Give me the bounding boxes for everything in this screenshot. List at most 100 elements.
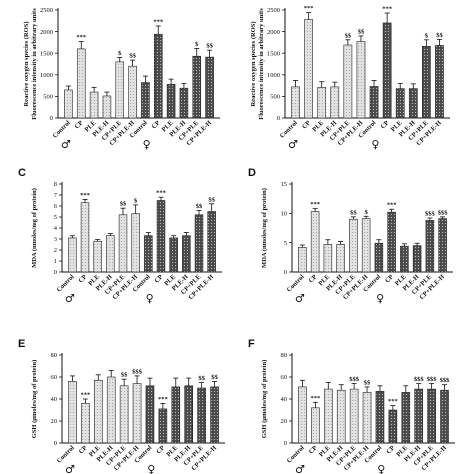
y-axis-label: MDA (nmoles/mg of protein) [31,188,38,268]
category-label: CP [308,444,319,455]
bar [374,242,384,273]
significance-label: $$ [350,209,357,216]
significance-label: $$ [358,28,365,35]
bar [102,95,112,119]
significance-label: $$$ [438,209,449,216]
significance-label: $ [118,50,122,57]
category-label: CP [307,273,318,284]
significance-label: $ [365,209,369,216]
bar [184,385,194,444]
bar [311,407,320,444]
significance-label: $$$ [427,376,438,383]
bar [323,244,333,273]
significance-label: $$$ [349,376,360,383]
male-group-symbol: ♂ [295,463,305,474]
significance-label: *** [81,392,91,399]
category-label: CP [151,119,162,130]
bar [131,213,140,273]
category-label: Control [286,444,306,464]
chart-panel-5: 0 20 40 60 80 GSH (µmoles/mg of protein) E Cont… [18,338,225,474]
bar [382,22,392,119]
y-tick-label: 20 [51,418,58,425]
y-tick-label: 40 [281,396,288,403]
bar [145,385,155,444]
significance-label: $ [195,41,199,48]
bar [310,211,320,273]
category-label: CP [385,444,396,455]
significance-label: $$$ [440,377,451,384]
significance-label: *** [382,6,392,13]
female-group-symbol: ♀ [371,138,379,151]
bar [68,381,77,444]
bar [323,388,333,444]
significance-label: *** [80,192,90,199]
category-label: CP [384,273,395,284]
significance-label: *** [76,34,86,41]
y-tick-label: 20 [281,418,288,425]
bar [68,237,77,273]
y-axis-label: MDA (nmoles/mg of protein) [261,188,268,268]
bar [408,88,418,119]
significance-label: *** [388,398,398,405]
bar [336,244,345,273]
y-tick-label: 5 [284,240,287,247]
y-axis-label: GSH (µmoles/mg of protein) [31,360,38,439]
male-group-symbol: ♂ [65,292,75,305]
significance-label: $$ [436,32,443,39]
bar [349,218,358,273]
bar [141,82,150,119]
bar [179,87,189,119]
significance-label: *** [310,201,320,208]
male-group-symbol: ♂ [61,138,71,151]
y-tick-label: 0 [50,115,53,122]
bar [304,19,313,119]
bar [194,214,204,273]
y-tick-label: 2500 [267,7,280,14]
male-group-symbol: ♂ [288,138,298,151]
bar [401,392,411,444]
category-label: Control [279,119,299,139]
female-group-symbol: ♀ [376,292,384,305]
y-tick-label: 2000 [40,29,53,36]
y-tick-label: 2000 [267,29,280,36]
bar [144,235,153,273]
category-label: Control [56,444,76,464]
y-tick-label: 0 [54,440,57,447]
chart-panel-6: 0 20 40 60 80 GSH (µmoles/mg of protein) F Cont… [248,338,455,474]
bar [205,56,214,119]
y-tick-label: 500 [43,94,53,101]
y-axis-label: Fluorescence intensity in arbitrary unit… [31,8,38,120]
panel-letter: E [18,338,25,350]
bar [412,245,422,273]
significance-label: $$ [198,375,205,382]
significance-label: $ [425,32,429,39]
bar [166,84,176,119]
bar [400,245,409,273]
category-label: CP [379,119,390,130]
significance-label: $$ [120,201,127,208]
category-label: CP [153,273,164,284]
bar [330,86,340,119]
bar [440,389,449,444]
bar [336,389,346,444]
category-label: CP [155,444,166,455]
significance-label: *** [153,18,163,25]
bar [182,235,191,273]
bar [427,388,436,444]
y-tick-label: 60 [51,374,58,381]
bar [64,89,73,119]
bar [435,45,444,119]
bar [375,390,385,444]
bar [158,408,168,444]
y-tick-label: 2 [54,247,57,254]
bar [115,61,125,119]
bar [76,48,86,119]
bar [171,386,181,444]
category-label: Control [286,273,306,293]
y-tick-label: 1500 [267,50,280,57]
bar [343,44,353,119]
female-group-symbol: ♀ [143,138,151,151]
category-label: CP [74,119,85,130]
significance-label: $$ [196,203,203,210]
